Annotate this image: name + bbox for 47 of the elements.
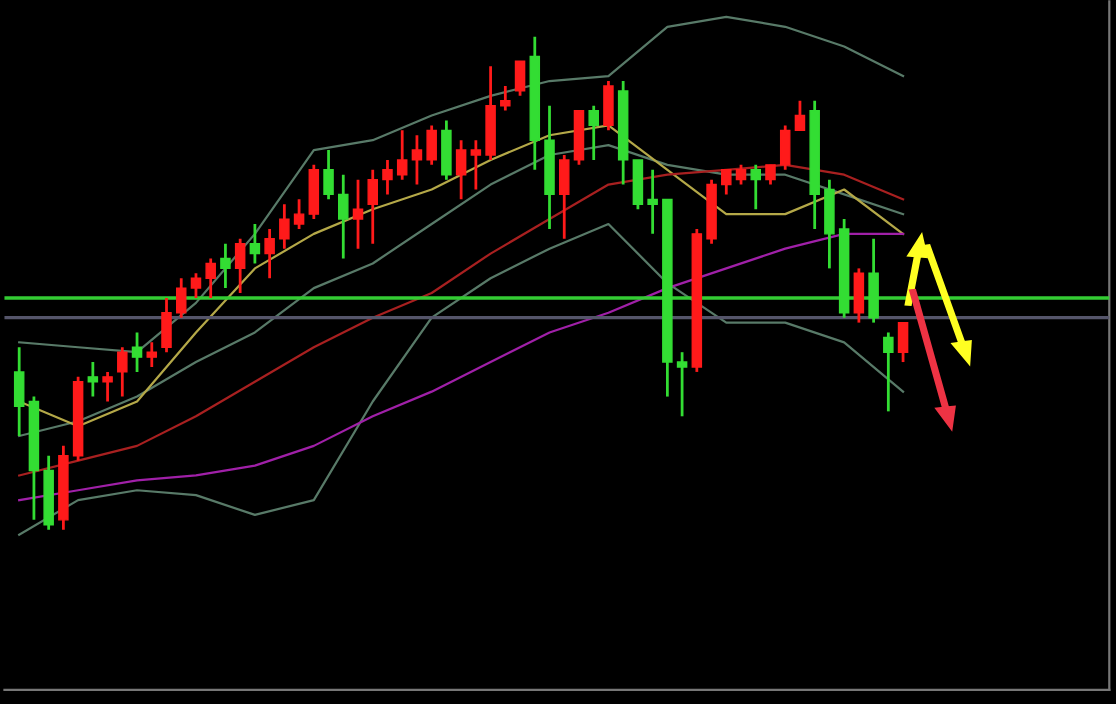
candlestick bbox=[175, 276, 187, 320]
candlestick bbox=[411, 133, 423, 186]
candlestick bbox=[721, 168, 732, 196]
candlestick bbox=[352, 178, 364, 251]
candlestick bbox=[558, 153, 570, 241]
candlestick bbox=[647, 168, 658, 236]
candlestick bbox=[308, 163, 320, 221]
candlestick bbox=[205, 257, 216, 300]
candlestick bbox=[441, 119, 452, 182]
candlestick bbox=[131, 331, 143, 374]
candlestick bbox=[279, 202, 290, 251]
candlestick bbox=[117, 345, 128, 398]
candlestick bbox=[338, 173, 349, 260]
candlestick bbox=[455, 138, 467, 201]
candlestick bbox=[426, 124, 437, 167]
candlestick bbox=[500, 84, 511, 112]
candlestick bbox=[765, 163, 776, 186]
candlestick bbox=[883, 331, 894, 413]
candlestick bbox=[382, 158, 393, 196]
candlestick bbox=[750, 163, 762, 211]
candlestick bbox=[868, 237, 879, 324]
candlestick bbox=[249, 222, 261, 265]
candlestick bbox=[470, 138, 482, 191]
candlestick bbox=[853, 266, 865, 324]
candlestick bbox=[779, 124, 791, 172]
candlestick bbox=[220, 242, 231, 290]
candlestick bbox=[13, 345, 25, 438]
candlestick bbox=[632, 158, 644, 211]
candlestick bbox=[87, 360, 99, 398]
candlestick bbox=[588, 104, 599, 162]
candlestick bbox=[190, 271, 202, 300]
candlestick bbox=[161, 296, 172, 354]
candlestick bbox=[396, 128, 408, 182]
candlestick bbox=[146, 340, 158, 369]
candlestick bbox=[367, 168, 379, 246]
candlestick bbox=[603, 79, 614, 132]
candlestick bbox=[102, 370, 113, 403]
candlestick bbox=[824, 178, 835, 270]
candlestick bbox=[897, 321, 909, 364]
candlestick bbox=[735, 163, 747, 186]
candlestick bbox=[514, 59, 526, 98]
candlestick bbox=[323, 148, 334, 201]
candlestick bbox=[293, 197, 305, 231]
candlestick bbox=[264, 227, 275, 280]
candlestick bbox=[794, 99, 806, 132]
candlestick bbox=[676, 350, 688, 418]
candlestick bbox=[234, 237, 246, 295]
